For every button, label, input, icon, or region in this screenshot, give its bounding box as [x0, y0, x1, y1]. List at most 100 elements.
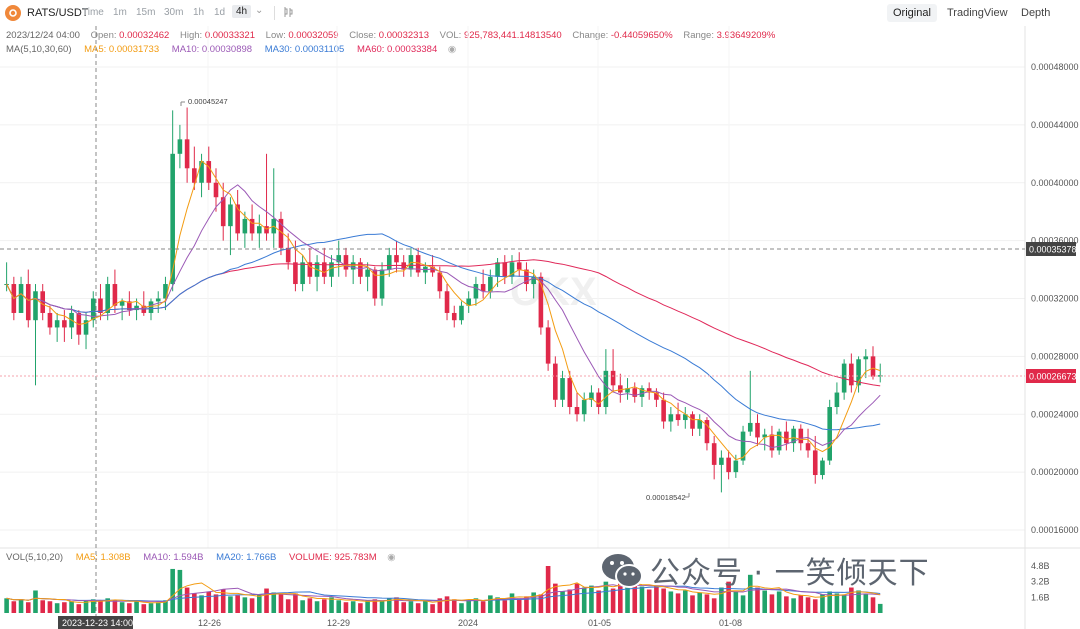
candle-body: [33, 291, 38, 321]
candle-body: [372, 269, 378, 299]
volume-bar: [242, 597, 248, 613]
volume-bar: [278, 594, 284, 613]
volume-bar: [553, 583, 558, 613]
crosshair-time-text: 2023-12-23 14:00: [62, 618, 133, 628]
candle-body: [206, 161, 212, 183]
close-label: Close:: [349, 30, 377, 41]
candle-body: [25, 284, 31, 321]
ma10-value: MA10: 0.00030898: [171, 44, 253, 55]
candle-body: [646, 388, 652, 393]
volume-bar: [321, 599, 327, 613]
crosshair-price-text: 0.00035378: [1029, 245, 1077, 255]
volume-bar: [386, 598, 392, 613]
volume-bar: [98, 601, 103, 613]
volume-bar: [877, 603, 883, 613]
volume-bar: [740, 595, 746, 613]
volume-bar: [762, 590, 768, 613]
candle-body: [682, 414, 688, 421]
candle-body: [177, 139, 183, 154]
ma30-value: MA30: 0.00031105: [264, 44, 345, 55]
candle-body: [264, 226, 269, 234]
view-depth[interactable]: Depth: [1021, 7, 1051, 19]
candle-body: [812, 450, 818, 476]
vol-ma5-value: MA5: 1.308B: [75, 552, 131, 563]
volume-bar: [76, 604, 82, 613]
volume-bar: [841, 595, 847, 613]
change-value: -0.44059650%: [610, 30, 673, 41]
candle-body: [567, 378, 573, 408]
wechat-logo-icon: [598, 550, 646, 590]
volume-bar: [47, 601, 53, 613]
timeframe-1h[interactable]: 1h: [193, 7, 205, 18]
volume-bar: [560, 591, 565, 613]
volume-value: VOLUME: 925.783M: [288, 552, 377, 563]
volume-bar: [350, 601, 356, 613]
high-label: High:: [179, 30, 203, 41]
eye-icon[interactable]: ◉: [387, 552, 396, 563]
candle-body: [18, 284, 24, 313]
candle-body: [257, 226, 262, 234]
candle-body: [690, 414, 695, 429]
candle-body: [76, 312, 82, 335]
candle-body: [502, 262, 508, 277]
candle-body: [827, 407, 832, 461]
view-tradingview[interactable]: TradingView: [947, 7, 1008, 19]
trading-pair[interactable]: RATS/USDT: [27, 7, 89, 19]
volume-bar: [372, 599, 378, 613]
candle-body: [711, 443, 717, 465]
volume-bar: [856, 590, 861, 613]
price-axis: 0.00048000 0.00044000 0.00040000 0.00036000…: [1031, 62, 1079, 535]
timeframe-1m[interactable]: 1m: [113, 7, 127, 18]
timeframe-1d[interactable]: 1d: [214, 7, 226, 18]
range-label: Range:: [683, 30, 714, 41]
ma5-value: MA5: 0.00031733: [84, 44, 160, 55]
low-value: 0.00032059: [288, 30, 339, 41]
candle-body: [740, 431, 746, 461]
candle-body: [603, 370, 609, 408]
candle-body: [863, 356, 869, 360]
eye-icon[interactable]: ◉: [447, 44, 457, 55]
timeframe-15m[interactable]: 15m: [136, 7, 156, 18]
volume-bar: [805, 597, 811, 613]
candle-body: [386, 255, 392, 270]
volume-bar: [271, 592, 277, 613]
top-toolbar: RATS/USDT Time 1m 15m 30m 1h 1d 4h ⌄ Ori…: [0, 0, 1080, 26]
candle-body: [249, 218, 255, 234]
price-tick-label: 0.00036000: [1031, 236, 1079, 246]
volume-bar: [336, 600, 342, 613]
candle-body: [516, 262, 522, 270]
price-tick-label: 0.00040000: [1031, 178, 1079, 188]
volume-bar: [791, 598, 796, 613]
volume-bar: [812, 599, 818, 613]
chevron-down-icon[interactable]: ⌄: [255, 5, 264, 16]
view-original[interactable]: Original: [887, 4, 937, 22]
volume-bar: [430, 604, 435, 613]
vol-legend: VOL(5,10,20) MA5: 1.308B MA10: 1.594B MA…: [6, 552, 396, 563]
candle-body: [350, 262, 356, 270]
candle-body: [192, 168, 197, 183]
volume-bar: [11, 601, 17, 613]
volume-bar: [495, 597, 500, 613]
candle-body: [870, 356, 876, 377]
timeframe-30m[interactable]: 30m: [164, 7, 184, 18]
candle-body: [444, 291, 450, 313]
volume-bar: [105, 598, 110, 613]
open-label: Open:: [90, 30, 117, 41]
timeframe-time[interactable]: Time: [82, 7, 104, 18]
volume-bar: [524, 596, 529, 613]
price-tick-label: 0.00032000: [1031, 294, 1079, 304]
candle-body: [336, 255, 342, 263]
candle-body: [784, 431, 789, 444]
volume-bar: [69, 601, 74, 613]
volume-bar: [307, 598, 313, 613]
volume-bar: [192, 593, 197, 613]
candle-body: [755, 422, 760, 438]
timeframe-4h[interactable]: 4h: [232, 5, 252, 18]
range-value: 3.93649209%: [716, 30, 776, 41]
volume-bar: [625, 584, 630, 613]
chart-type-icon[interactable]: [282, 6, 294, 21]
volume-bar: [4, 598, 9, 613]
high-annotation: 0.00045247: [188, 97, 228, 106]
volume-bar: [719, 587, 724, 613]
